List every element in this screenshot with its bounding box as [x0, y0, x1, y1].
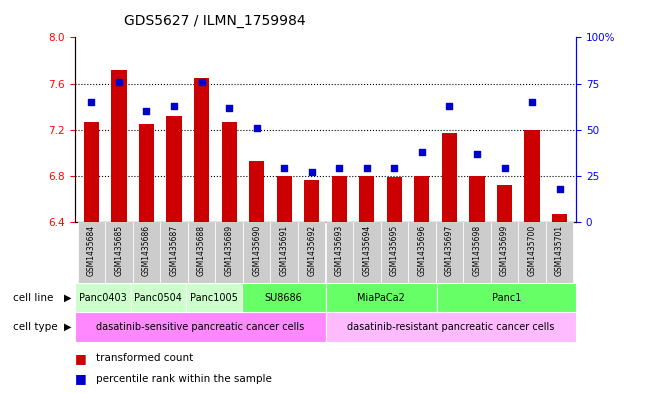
Text: GSM1435697: GSM1435697	[445, 225, 454, 276]
Bar	[546, 222, 574, 283]
Bar	[469, 176, 484, 222]
Point	[307, 169, 317, 175]
Text: GSM1435700: GSM1435700	[527, 225, 536, 276]
Text: dasatinib-resistant pancreatic cancer cells: dasatinib-resistant pancreatic cancer ce…	[347, 322, 555, 332]
Point	[444, 103, 454, 109]
Text: GSM1435690: GSM1435690	[252, 225, 261, 276]
Text: ▶: ▶	[64, 293, 72, 303]
Text: Panc0403: Panc0403	[79, 293, 126, 303]
Bar	[77, 222, 105, 283]
Bar	[525, 130, 540, 222]
Bar	[497, 185, 512, 222]
Bar	[221, 121, 237, 222]
Bar	[133, 222, 160, 283]
Bar	[270, 222, 298, 283]
Text: ■: ■	[75, 372, 87, 385]
Text: Panc1: Panc1	[492, 293, 521, 303]
Bar	[84, 121, 99, 222]
Text: GSM1435699: GSM1435699	[500, 225, 509, 276]
Text: dasatinib-sensitive pancreatic cancer cells: dasatinib-sensitive pancreatic cancer ce…	[96, 322, 304, 332]
Point	[555, 185, 565, 192]
Bar	[186, 283, 242, 312]
Bar	[139, 124, 154, 222]
Point	[334, 165, 344, 172]
Text: GSM1435698: GSM1435698	[473, 225, 482, 276]
Point	[114, 79, 124, 85]
Point	[417, 149, 427, 155]
Bar	[552, 214, 567, 222]
Bar	[304, 180, 319, 222]
Text: cell type: cell type	[13, 322, 61, 332]
Point	[86, 99, 96, 105]
Text: Panc1005: Panc1005	[190, 293, 238, 303]
Text: GSM1435691: GSM1435691	[280, 225, 288, 276]
Point	[499, 165, 510, 172]
Bar	[160, 222, 187, 283]
Bar	[491, 222, 518, 283]
Bar	[353, 222, 381, 283]
Bar	[437, 283, 576, 312]
Text: GSM1435694: GSM1435694	[363, 225, 371, 276]
Bar	[187, 222, 215, 283]
Point	[251, 125, 262, 131]
Bar	[326, 283, 437, 312]
Point	[169, 103, 179, 109]
Text: GSM1435692: GSM1435692	[307, 225, 316, 276]
Bar	[75, 312, 326, 342]
Bar	[111, 70, 126, 222]
Text: transformed count: transformed count	[96, 353, 193, 363]
Bar	[387, 177, 402, 222]
Point	[279, 165, 290, 172]
Bar	[326, 222, 353, 283]
Text: GSM1435696: GSM1435696	[417, 225, 426, 276]
Bar	[75, 283, 131, 312]
Text: GSM1435685: GSM1435685	[115, 225, 124, 276]
Text: GSM1435689: GSM1435689	[225, 225, 234, 276]
Text: GSM1435688: GSM1435688	[197, 225, 206, 276]
Bar	[194, 78, 209, 222]
Bar	[518, 222, 546, 283]
Point	[141, 108, 152, 114]
Text: GDS5627 / ILMN_1759984: GDS5627 / ILMN_1759984	[124, 14, 305, 28]
Text: GSM1435687: GSM1435687	[169, 225, 178, 276]
Bar	[131, 283, 186, 312]
Text: percentile rank within the sample: percentile rank within the sample	[96, 374, 271, 384]
Bar	[242, 283, 326, 312]
Text: GSM1435701: GSM1435701	[555, 225, 564, 276]
Text: SU8686: SU8686	[265, 293, 303, 303]
Bar	[298, 222, 326, 283]
Bar	[332, 176, 347, 222]
Bar	[414, 176, 430, 222]
Bar	[464, 222, 491, 283]
Bar	[243, 222, 270, 283]
Point	[361, 165, 372, 172]
Bar	[215, 222, 243, 283]
Point	[389, 165, 400, 172]
Bar	[442, 133, 457, 222]
Bar	[381, 222, 408, 283]
Point	[197, 79, 207, 85]
Text: GSM1435686: GSM1435686	[142, 225, 151, 276]
Point	[472, 151, 482, 157]
Bar	[249, 161, 264, 222]
Text: ■: ■	[75, 352, 87, 365]
Bar	[359, 176, 374, 222]
Bar	[436, 222, 464, 283]
Bar	[167, 116, 182, 222]
Text: ▶: ▶	[64, 322, 72, 332]
Text: cell line: cell line	[13, 293, 57, 303]
Bar	[326, 312, 576, 342]
Bar	[105, 222, 133, 283]
Text: Panc0504: Panc0504	[135, 293, 182, 303]
Text: MiaPaCa2: MiaPaCa2	[357, 293, 405, 303]
Point	[224, 105, 234, 111]
Bar	[408, 222, 436, 283]
Text: GSM1435693: GSM1435693	[335, 225, 344, 276]
Point	[527, 99, 537, 105]
Text: GSM1435695: GSM1435695	[390, 225, 399, 276]
Text: GSM1435684: GSM1435684	[87, 225, 96, 276]
Bar	[277, 176, 292, 222]
